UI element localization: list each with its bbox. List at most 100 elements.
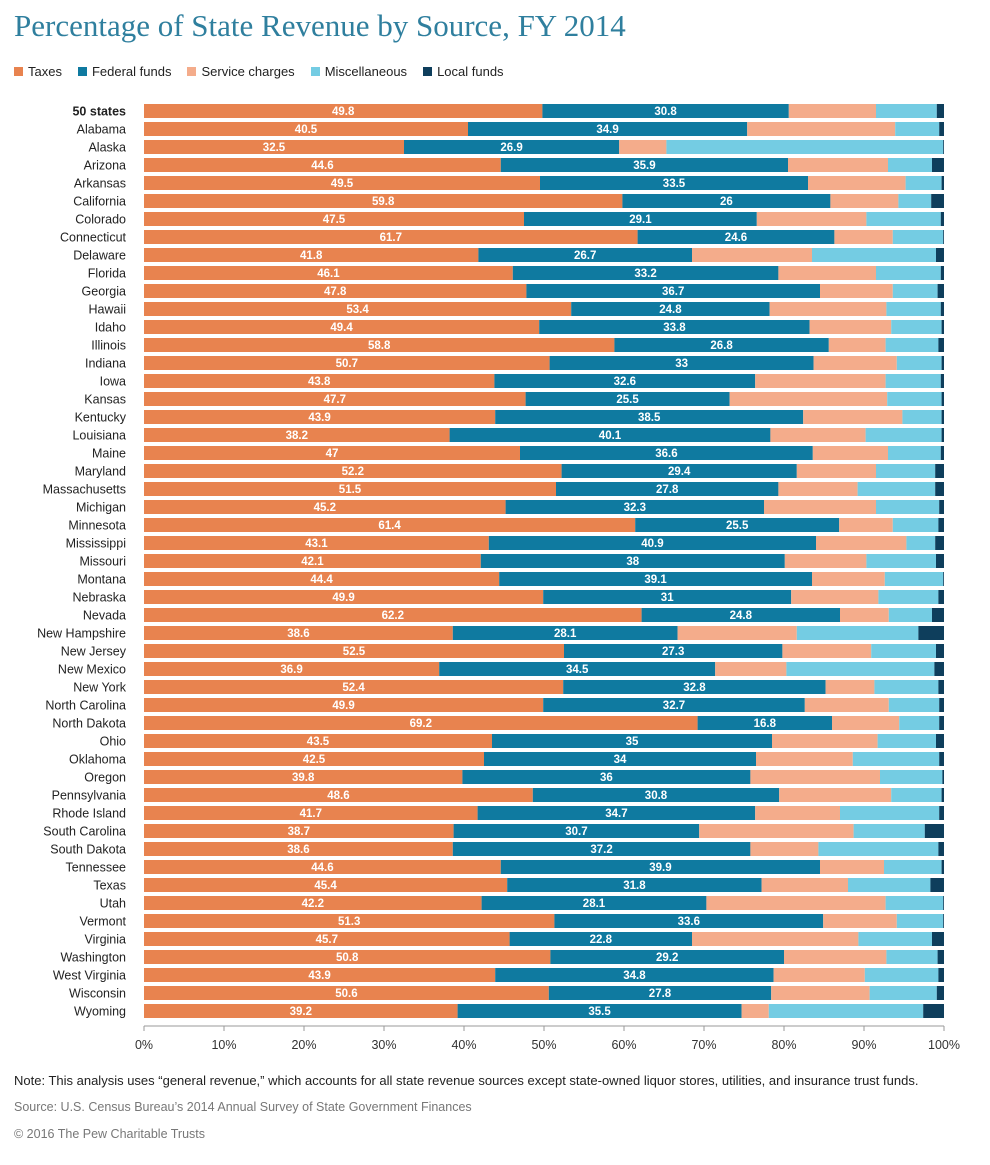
data-label-50-states-federal-funds: 30.8	[654, 106, 677, 118]
bar-ohio-local-funds	[936, 734, 944, 748]
bar-tennessee-taxes	[144, 860, 501, 874]
bar-alabama-federal-funds	[468, 122, 748, 136]
bar-nebraska-local-funds	[938, 590, 944, 604]
bar-iowa-service-charges	[755, 374, 886, 388]
bar-nebraska-taxes	[144, 590, 544, 604]
bar-washington-local-funds	[937, 950, 944, 964]
bar-wisconsin-service-charges	[771, 986, 870, 1000]
data-label-alaska-federal-funds: 26.9	[500, 142, 522, 154]
data-label-arkansas-federal-funds: 33.5	[663, 178, 686, 190]
legend-swatch-taxes	[14, 67, 23, 76]
data-label-nevada-federal-funds: 24.8	[730, 610, 753, 622]
data-label-iowa-taxes: 43.8	[308, 376, 331, 388]
bar-rhode-island-local-funds	[939, 806, 944, 820]
bar-utah-federal-funds	[481, 896, 707, 910]
data-label-colorado-federal-funds: 29.1	[629, 214, 652, 226]
data-label-indiana-federal-funds: 33	[675, 358, 688, 370]
bar-south-carolina-taxes	[144, 824, 454, 838]
data-label-delaware-taxes: 41.8	[300, 250, 323, 262]
legend-item-federal-funds: Federal funds	[77, 64, 171, 79]
bar-new-jersey-federal-funds	[564, 644, 783, 658]
bar-iowa-taxes	[144, 374, 495, 388]
bar-maryland-miscellaneous	[876, 464, 936, 478]
data-label-hawaii-federal-funds: 24.8	[659, 304, 682, 316]
bar-michigan-local-funds	[939, 500, 944, 514]
bar-georgia-service-charges	[820, 284, 893, 298]
data-label-arkansas-taxes: 49.5	[331, 178, 354, 190]
bar-alabama-local-funds	[939, 122, 944, 136]
bar-indiana-federal-funds	[549, 356, 814, 370]
data-label-connecticut-taxes: 61.7	[380, 232, 402, 244]
bar-indiana-local-funds	[941, 356, 944, 370]
bar-mississippi-taxes	[144, 536, 489, 550]
bar-connecticut-taxes	[144, 230, 638, 244]
bar-illinois-taxes	[144, 338, 615, 352]
row-label-virginia: Virginia	[85, 933, 127, 947]
x-tick-label: 20%	[291, 1038, 316, 1052]
bar-florida-miscellaneous	[876, 266, 941, 280]
data-label-illinois-taxes: 58.8	[368, 340, 391, 352]
legend-item-taxes: Taxes	[14, 64, 62, 79]
bar-pennsylvania-service-charges	[779, 788, 892, 802]
data-label-new-hampshire-taxes: 38.6	[287, 628, 309, 640]
bar-florida-federal-funds	[512, 266, 779, 280]
bar-alaska-taxes	[144, 140, 404, 154]
bar-california-taxes	[144, 194, 623, 208]
bar-oregon-taxes	[144, 770, 463, 784]
bar-indiana-service-charges	[813, 356, 897, 370]
bar-michigan-federal-funds	[505, 500, 764, 514]
bar-hawaii-taxes	[144, 302, 572, 316]
bar-north-carolina-local-funds	[939, 698, 944, 712]
row-label-arizona: Arizona	[84, 159, 126, 173]
data-label-idaho-federal-funds: 33.8	[663, 322, 686, 334]
data-label-idaho-taxes: 49.4	[330, 322, 353, 334]
bar-new-hampshire-taxes	[144, 626, 453, 640]
bar-pennsylvania-federal-funds	[532, 788, 780, 802]
data-label-alaska-taxes: 32.5	[263, 142, 286, 154]
bar-utah-miscellaneous	[885, 896, 944, 910]
x-tick-label: 30%	[371, 1038, 396, 1052]
legend-label-miscellaneous: Miscellaneous	[324, 64, 408, 79]
bar-delaware-service-charges	[692, 248, 812, 262]
bar-nebraska-miscellaneous	[878, 590, 939, 604]
bar-georgia-taxes	[144, 284, 527, 298]
bar-virginia-local-funds	[932, 932, 944, 946]
bar-michigan-miscellaneous	[876, 500, 940, 514]
bar-mississippi-service-charges	[816, 536, 907, 550]
bar-nebraska-service-charges	[791, 590, 879, 604]
bar-colorado-local-funds	[940, 212, 944, 226]
row-label-new-hampshire: New Hampshire	[37, 627, 126, 641]
bar-nevada-service-charges	[840, 608, 889, 622]
bar-illinois-miscellaneous	[885, 338, 939, 352]
bar-louisiana-federal-funds	[449, 428, 771, 442]
bar-alabama-taxes	[144, 122, 468, 136]
bar-wyoming-federal-funds	[457, 1004, 742, 1018]
bar-minnesota-local-funds	[938, 518, 944, 532]
x-tick-label: 0%	[135, 1038, 153, 1052]
bar-tennessee-miscellaneous	[884, 860, 942, 874]
data-label-50-states-taxes: 49.8	[332, 106, 355, 118]
data-label-virginia-taxes: 45.7	[316, 934, 338, 946]
bar-idaho-service-charges	[809, 320, 892, 334]
x-tick-label: 100%	[928, 1038, 960, 1052]
bar-hawaii-miscellaneous	[886, 302, 941, 316]
bar-oklahoma-federal-funds	[484, 752, 756, 766]
data-label-tennessee-federal-funds: 39.9	[649, 862, 671, 874]
row-label-north-dakota: North Dakota	[52, 717, 126, 731]
legend-item-local-funds: Local funds	[423, 64, 504, 79]
legend-swatch-service-charges	[187, 67, 197, 76]
bar-california-service-charges	[830, 194, 899, 208]
legend-label-service-charges: Service charges	[201, 64, 295, 79]
data-label-louisiana-federal-funds: 40.1	[599, 430, 622, 442]
bar-arkansas-federal-funds	[540, 176, 808, 190]
row-label-wyoming: Wyoming	[74, 1005, 126, 1019]
data-label-washington-taxes: 50.8	[336, 952, 359, 964]
bar-colorado-federal-funds	[524, 212, 757, 226]
data-label-oklahoma-federal-funds: 34	[614, 754, 627, 766]
bar-arkansas-local-funds	[941, 176, 944, 190]
row-label-wisconsin: Wisconsin	[69, 987, 126, 1001]
bar-oklahoma-taxes	[144, 752, 484, 766]
bar-new-hampshire-miscellaneous	[796, 626, 919, 640]
bar-delaware-miscellaneous	[812, 248, 936, 262]
bar-michigan-service-charges	[764, 500, 876, 514]
